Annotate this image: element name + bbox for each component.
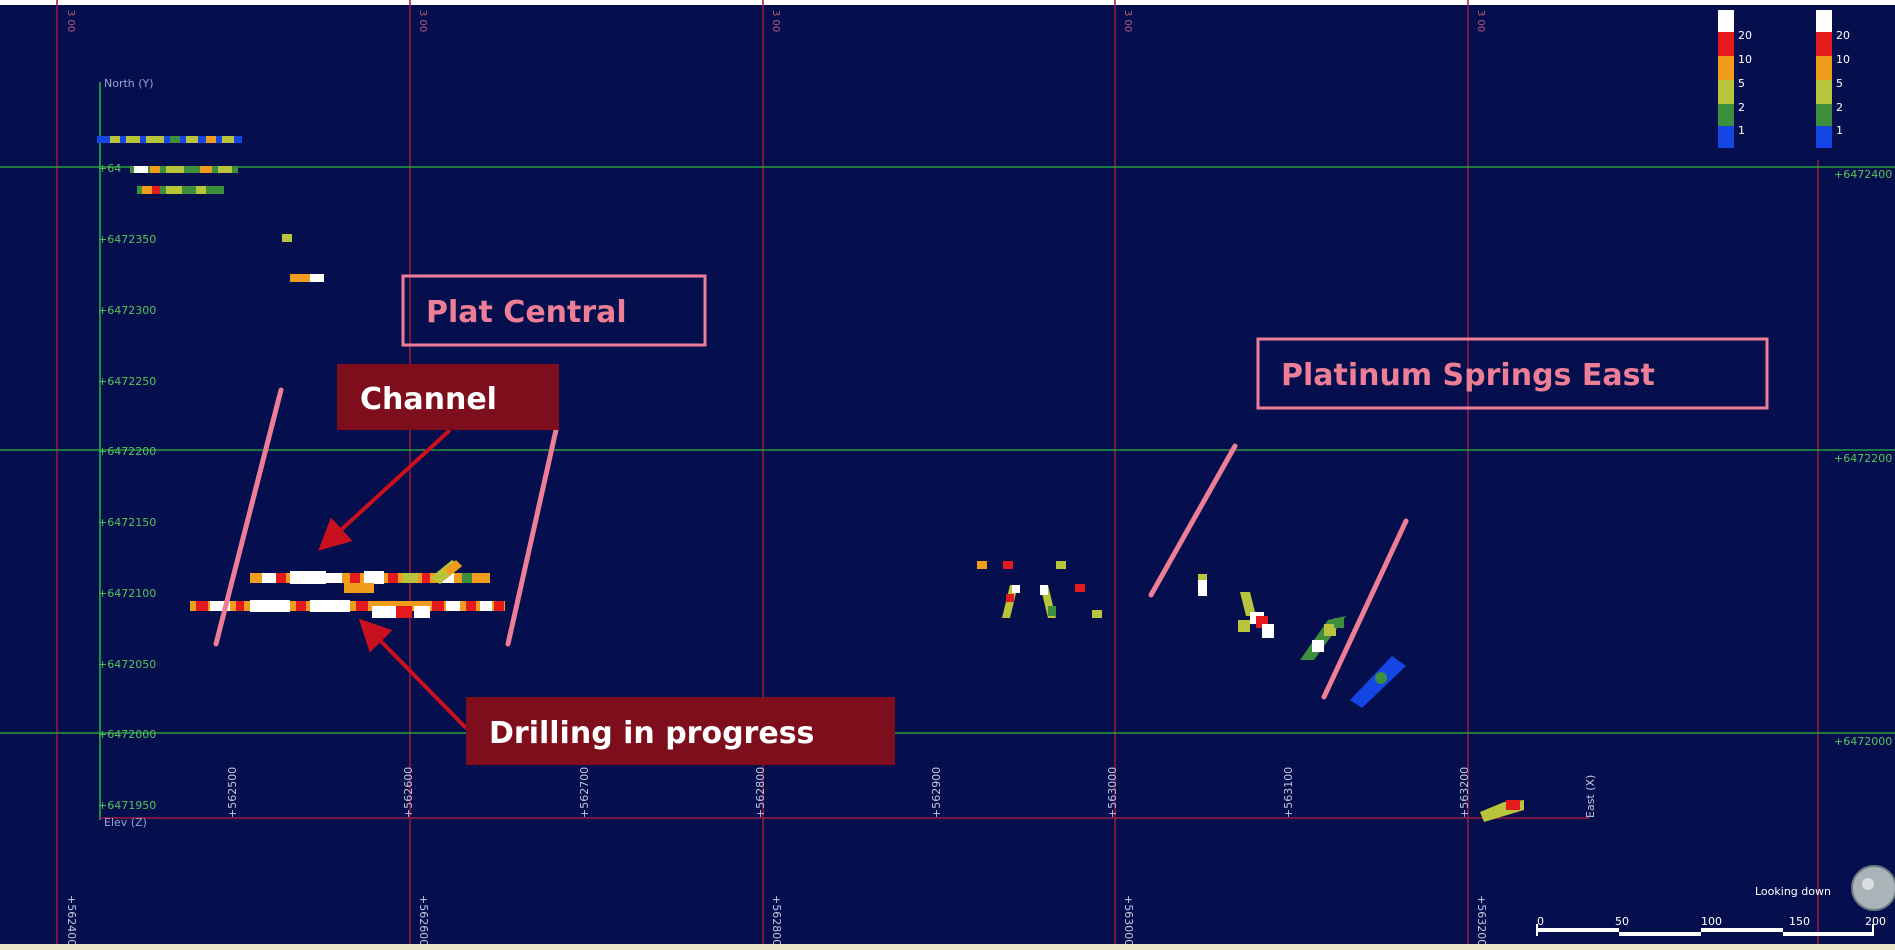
east-axis-label: East (X) (1584, 775, 1597, 818)
svg-text:2: 2 (1836, 101, 1843, 114)
svg-text:1: 1 (1836, 124, 1843, 137)
northing-tick: +6472200 (98, 445, 156, 458)
northing-tick: +6471950 (98, 799, 156, 812)
svg-text:3 00: 3 00 (65, 10, 76, 32)
easting-tick: +563100 (1282, 767, 1295, 818)
svg-text:100: 100 (1701, 915, 1722, 928)
easting-tick: +562600 (402, 767, 415, 818)
northing-tick: +6472250 (98, 375, 156, 388)
svg-text:1: 1 (1738, 124, 1745, 137)
northing-tick: +6472000 (98, 728, 156, 741)
svg-text:2: 2 (1738, 101, 1745, 114)
svg-text:0: 0 (1537, 915, 1544, 928)
svg-text:+563200: +563200 (1475, 895, 1488, 944)
northing-tick: +6472300 (98, 304, 156, 317)
easting-tick: +562800 (754, 767, 767, 818)
looking-direction-label: Looking down (1755, 885, 1831, 898)
svg-text:10: 10 (1738, 53, 1752, 66)
northing-tick: +6472100 (98, 587, 156, 600)
channel-label: Channel (360, 382, 497, 417)
easting-tick: +562500 (226, 767, 239, 818)
svg-text:3 00: 3 00 (417, 10, 428, 32)
view-orientation-icon (1852, 866, 1895, 910)
easting-tick: +563200 (1458, 767, 1471, 818)
svg-text:+6472400: +6472400 (1834, 168, 1892, 181)
elev-axis-label: Elev (Z) (104, 816, 147, 829)
platinum-springs-east-label: Platinum Springs East (1281, 358, 1655, 393)
svg-text:10: 10 (1836, 53, 1850, 66)
svg-text:+562400: +562400 (65, 895, 78, 944)
svg-text:+562600: +562600 (417, 895, 430, 944)
svg-text:20: 20 (1738, 29, 1752, 42)
plat-central-label: Plat Central (426, 295, 627, 330)
drilling-label: Drilling in progress (489, 716, 814, 751)
drilling-callout: Drilling in progress (466, 697, 895, 765)
svg-text:150: 150 (1789, 915, 1810, 928)
easting-tick: +562700 (578, 767, 591, 818)
svg-text:3 00: 3 00 (1122, 10, 1133, 32)
top-border (0, 0, 1895, 5)
easting-tick: +563000 (1106, 767, 1119, 818)
northing-tick: +6472150 (98, 516, 156, 529)
svg-text:+562800: +562800 (770, 895, 783, 944)
svg-text:3 00: 3 00 (1475, 10, 1486, 32)
svg-text:5: 5 (1836, 77, 1843, 90)
svg-text:20: 20 (1836, 29, 1850, 42)
north-axis-label: North (Y) (104, 77, 154, 90)
northing-tick: +6472050 (98, 658, 156, 671)
channel-callout: Channel (337, 364, 559, 430)
easting-tick: +562900 (930, 767, 943, 818)
svg-text:+6472200: +6472200 (1834, 452, 1892, 465)
svg-text:+563000: +563000 (1122, 895, 1135, 944)
svg-text:50: 50 (1615, 915, 1629, 928)
svg-text:5: 5 (1738, 77, 1745, 90)
northing-tick-partial: +64 (98, 162, 121, 175)
svg-text:3 00: 3 00 (770, 10, 781, 32)
svg-text:+6472000: +6472000 (1834, 735, 1892, 748)
northing-tick: +6472350 (98, 233, 156, 246)
svg-text:200: 200 (1865, 915, 1886, 928)
